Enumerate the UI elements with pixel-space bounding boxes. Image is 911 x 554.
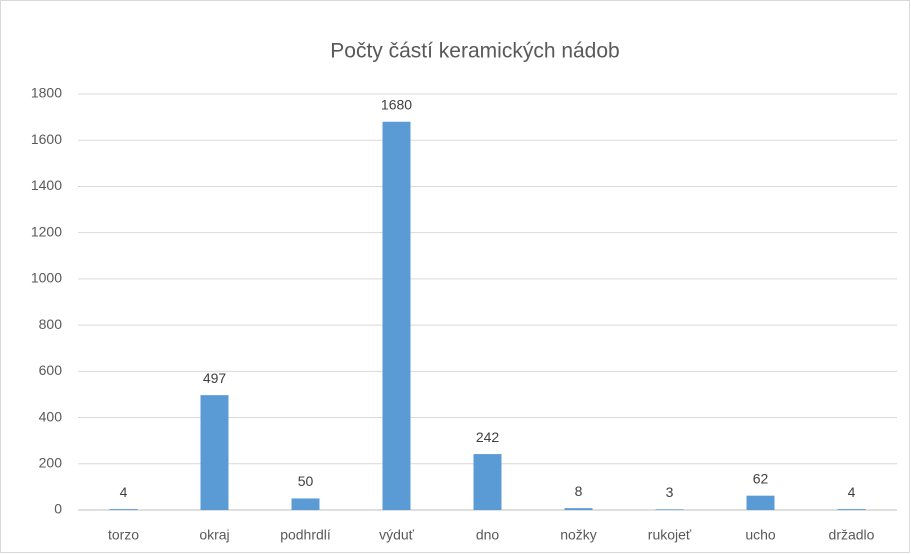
y-tick-label: 1800 (31, 85, 62, 101)
x-tick-label: ucho (745, 527, 776, 543)
x-tick-label: dno (476, 527, 500, 543)
y-tick-label: 1200 (31, 223, 62, 239)
bar (564, 508, 593, 510)
x-tick-label: podhrdlí (280, 527, 331, 543)
bar (200, 395, 229, 510)
x-tick-label: držadlo (829, 527, 875, 543)
x-tick-label: okraj (199, 527, 229, 543)
y-tick-label: 400 (39, 408, 63, 424)
x-tick-label: torzo (108, 527, 139, 543)
data-label: 1680 (381, 96, 412, 112)
data-label: 242 (476, 429, 500, 445)
bar (655, 509, 684, 510)
bar (837, 509, 866, 510)
bar (382, 121, 411, 510)
y-tick-label: 0 (54, 501, 62, 517)
data-label: 8 (575, 483, 583, 499)
bar (291, 498, 320, 510)
y-tick-label: 200 (39, 454, 63, 470)
y-tick-label: 1000 (31, 270, 62, 286)
data-label: 4 (120, 484, 128, 500)
y-tick-label: 1600 (31, 131, 62, 147)
data-label: 497 (203, 370, 227, 386)
chart-title: Počty částí keramických nádob (330, 40, 619, 63)
x-tick-label: nožky (560, 527, 597, 543)
data-label: 3 (666, 484, 674, 500)
bar (746, 495, 775, 510)
y-tick-label: 800 (39, 316, 63, 332)
y-tick-label: 1400 (31, 177, 62, 193)
data-label: 4 (848, 484, 856, 500)
x-tick-label: výduť (379, 527, 415, 543)
bar (109, 509, 138, 510)
y-tick-label: 600 (39, 362, 63, 378)
data-label: 62 (753, 470, 769, 486)
data-label: 50 (298, 473, 314, 489)
x-tick-label: rukojeť (648, 527, 692, 543)
bar (473, 454, 502, 510)
